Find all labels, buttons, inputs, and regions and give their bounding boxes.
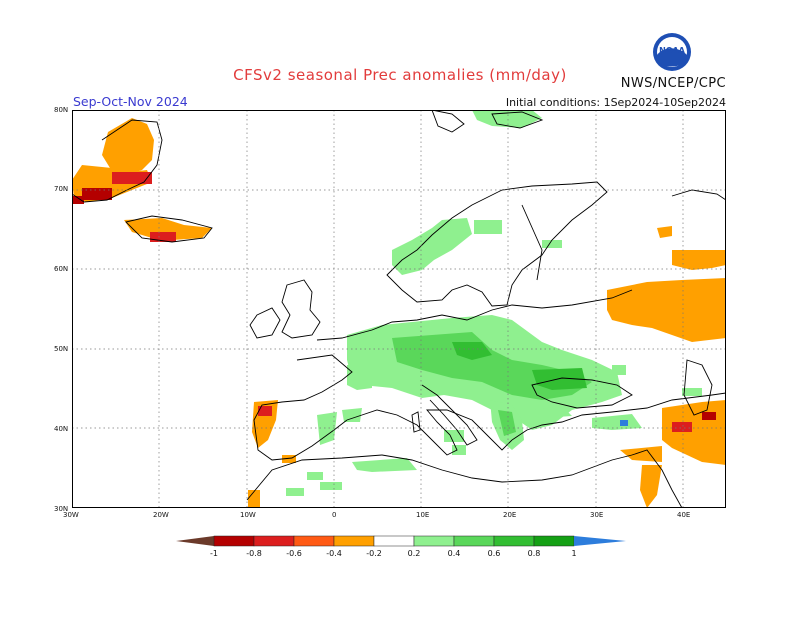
colorbar-tick-label: 0.8 <box>528 549 541 558</box>
coastlines <box>72 110 726 508</box>
lat-label: 30N <box>54 505 69 513</box>
precip-anomaly-map <box>72 110 726 508</box>
colorbar-above-max <box>574 536 626 546</box>
colorbar-tick-label: 0.4 <box>448 549 461 558</box>
colorbar-tick-label: -1 <box>210 549 218 558</box>
lon-label: 40E <box>677 511 691 519</box>
colorbar-tick-label: -0.4 <box>326 549 342 558</box>
negative-anomaly-patches <box>72 118 726 508</box>
dotted-graticule <box>72 110 726 508</box>
colorbar-tick-label: -0.8 <box>246 549 262 558</box>
colorbar-tick-label: -0.2 <box>366 549 382 558</box>
lon-label: 10E <box>416 511 430 519</box>
lon-label: 30E <box>590 511 604 519</box>
colorbar: -1 -0.8 -0.6 -0.4 -0.2 0.2 0.4 0.6 0.8 1 <box>176 535 626 558</box>
colorbar-tick-label: 0.2 <box>408 549 421 558</box>
season-label: Sep-Oct-Nov 2024 <box>73 94 188 109</box>
colorbar-tick-label: -0.6 <box>286 549 302 558</box>
lon-label: 20W <box>153 511 169 519</box>
agency-label: NWS/NCEP/CPC <box>620 76 726 91</box>
noaa-logo: NOAA <box>653 33 691 71</box>
lon-label: 0 <box>332 511 337 519</box>
lat-label: 60N <box>54 265 69 273</box>
colorbar-below-min <box>176 536 214 546</box>
colorbar-tick-label: 1 <box>571 549 576 558</box>
map-title: CFSv2 seasonal Prec anomalies (mm/day) <box>233 66 567 84</box>
lon-label: 20E <box>503 511 517 519</box>
lat-label: 40N <box>54 425 69 433</box>
lat-label: 70N <box>54 185 69 193</box>
lon-label: 30W <box>63 511 79 519</box>
lat-label: 80N <box>54 106 69 114</box>
map-frame <box>72 110 726 508</box>
svg-text:NOAA: NOAA <box>659 46 685 55</box>
colorbar-tick-label: 0.6 <box>488 549 501 558</box>
initial-conditions-label: Initial conditions: 1Sep2024-10Sep2024 <box>505 96 726 109</box>
lat-label: 50N <box>54 345 69 353</box>
lon-label: 10W <box>240 511 256 519</box>
